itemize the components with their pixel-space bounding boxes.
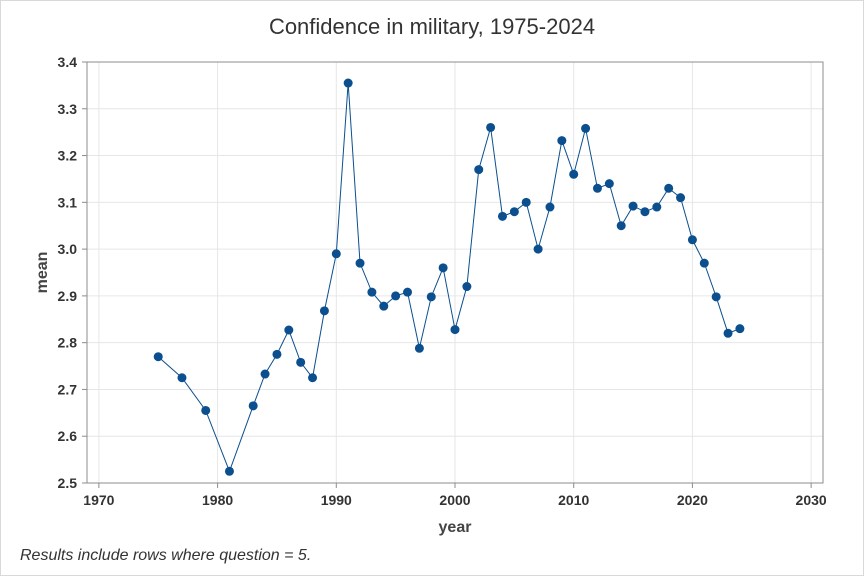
data-point [497,211,507,221]
data-point [616,221,626,231]
data-point [153,352,163,362]
data-point [676,193,686,203]
grid-lines [87,61,823,484]
y-tick-label: 3.3 [58,101,78,117]
data-series [153,78,745,476]
data-point [343,78,353,88]
data-point [272,349,282,359]
x-tick-label: 1980 [202,492,233,508]
y-tick-label: 3.4 [58,54,78,70]
data-point [592,183,602,193]
data-point [569,169,579,179]
data-point [355,258,365,268]
data-point [450,325,460,335]
data-point [414,343,424,353]
series-line [157,83,741,473]
x-tick-label: 2020 [677,492,708,508]
y-tick-label: 2.9 [58,288,78,304]
data-point [177,373,187,383]
data-point [367,287,377,297]
data-point [521,197,531,207]
data-point [723,328,733,338]
y-axis-ticks: 2.5 2.6 2.7 2.8 2.9 3.0 3.1 3.2 3.3 3.4 [58,54,87,491]
data-point [331,249,341,259]
x-tick-label: 2010 [558,492,589,508]
y-tick-label: 3.1 [58,194,78,210]
data-point [640,207,650,217]
data-point [533,244,543,254]
data-point [296,357,306,367]
x-tick-label: 1970 [83,492,114,508]
data-point [224,466,234,476]
data-point [711,292,721,302]
data-point [652,202,662,212]
y-tick-label: 2.6 [58,428,78,444]
data-point [426,292,436,302]
data-point [735,324,745,334]
data-point [699,258,709,268]
data-point [545,202,555,212]
y-tick-label: 2.8 [58,335,78,351]
data-point [308,373,318,383]
x-axis-title: year [439,519,472,536]
data-point [248,401,258,411]
data-point [557,136,567,146]
data-point [284,325,294,335]
data-point [628,201,638,211]
data-point [604,179,614,189]
y-axis-title: mean [34,252,51,294]
data-point [664,183,674,193]
data-point [391,291,401,301]
y-tick-label: 3.0 [58,241,78,257]
data-point [201,405,211,415]
data-point [403,287,413,297]
data-point [474,165,484,175]
chart-title: Confidence in military, 1975-2024 [268,14,596,39]
x-tick-label: 1990 [321,492,352,508]
data-point [462,282,472,292]
y-tick-label: 2.5 [58,475,78,491]
data-point [509,207,519,217]
data-point [486,122,496,132]
data-point [687,235,697,245]
x-tick-label: 2030 [796,492,827,508]
x-axis-ticks: 1970 1980 1990 2000 2010 2020 2030 [83,483,827,508]
data-point [438,263,448,273]
x-tick-label: 2000 [439,492,470,508]
data-point [319,306,329,316]
y-tick-label: 3.2 [58,148,78,164]
y-tick-label: 2.7 [58,381,78,397]
footnote: Results include rows where question = 5. [20,547,312,564]
data-point [379,301,389,311]
data-point [260,369,270,379]
data-point [581,123,591,133]
